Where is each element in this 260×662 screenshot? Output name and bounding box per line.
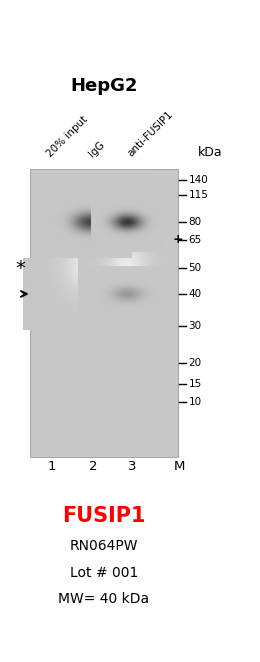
Text: 65: 65 (188, 234, 202, 245)
Bar (30, 169, 178, 457)
Text: RN064PW: RN064PW (70, 539, 138, 553)
Text: anti-FUSIP1: anti-FUSIP1 (126, 109, 175, 159)
Text: 2: 2 (89, 460, 98, 473)
Text: 20% input: 20% input (45, 114, 90, 159)
Text: 1: 1 (48, 460, 56, 473)
Text: MW= 40 kDa: MW= 40 kDa (58, 592, 150, 606)
Text: 80: 80 (188, 216, 202, 227)
Text: kDa: kDa (198, 146, 222, 159)
Text: 30: 30 (188, 320, 202, 331)
Text: 20: 20 (188, 357, 202, 368)
Text: 3: 3 (128, 460, 137, 473)
Text: Lot # 001: Lot # 001 (70, 565, 138, 580)
Text: +: + (173, 233, 183, 246)
Text: 40: 40 (188, 289, 202, 299)
Text: FUSIP1: FUSIP1 (62, 506, 146, 526)
Text: 115: 115 (188, 189, 208, 200)
Text: 10: 10 (188, 397, 202, 408)
Text: M: M (174, 460, 185, 473)
Text: HepG2: HepG2 (70, 77, 138, 95)
Text: *: * (16, 259, 26, 277)
Text: 50: 50 (188, 263, 202, 273)
Text: 15: 15 (188, 379, 202, 389)
Text: IgG: IgG (87, 139, 106, 159)
Text: 140: 140 (188, 175, 208, 185)
